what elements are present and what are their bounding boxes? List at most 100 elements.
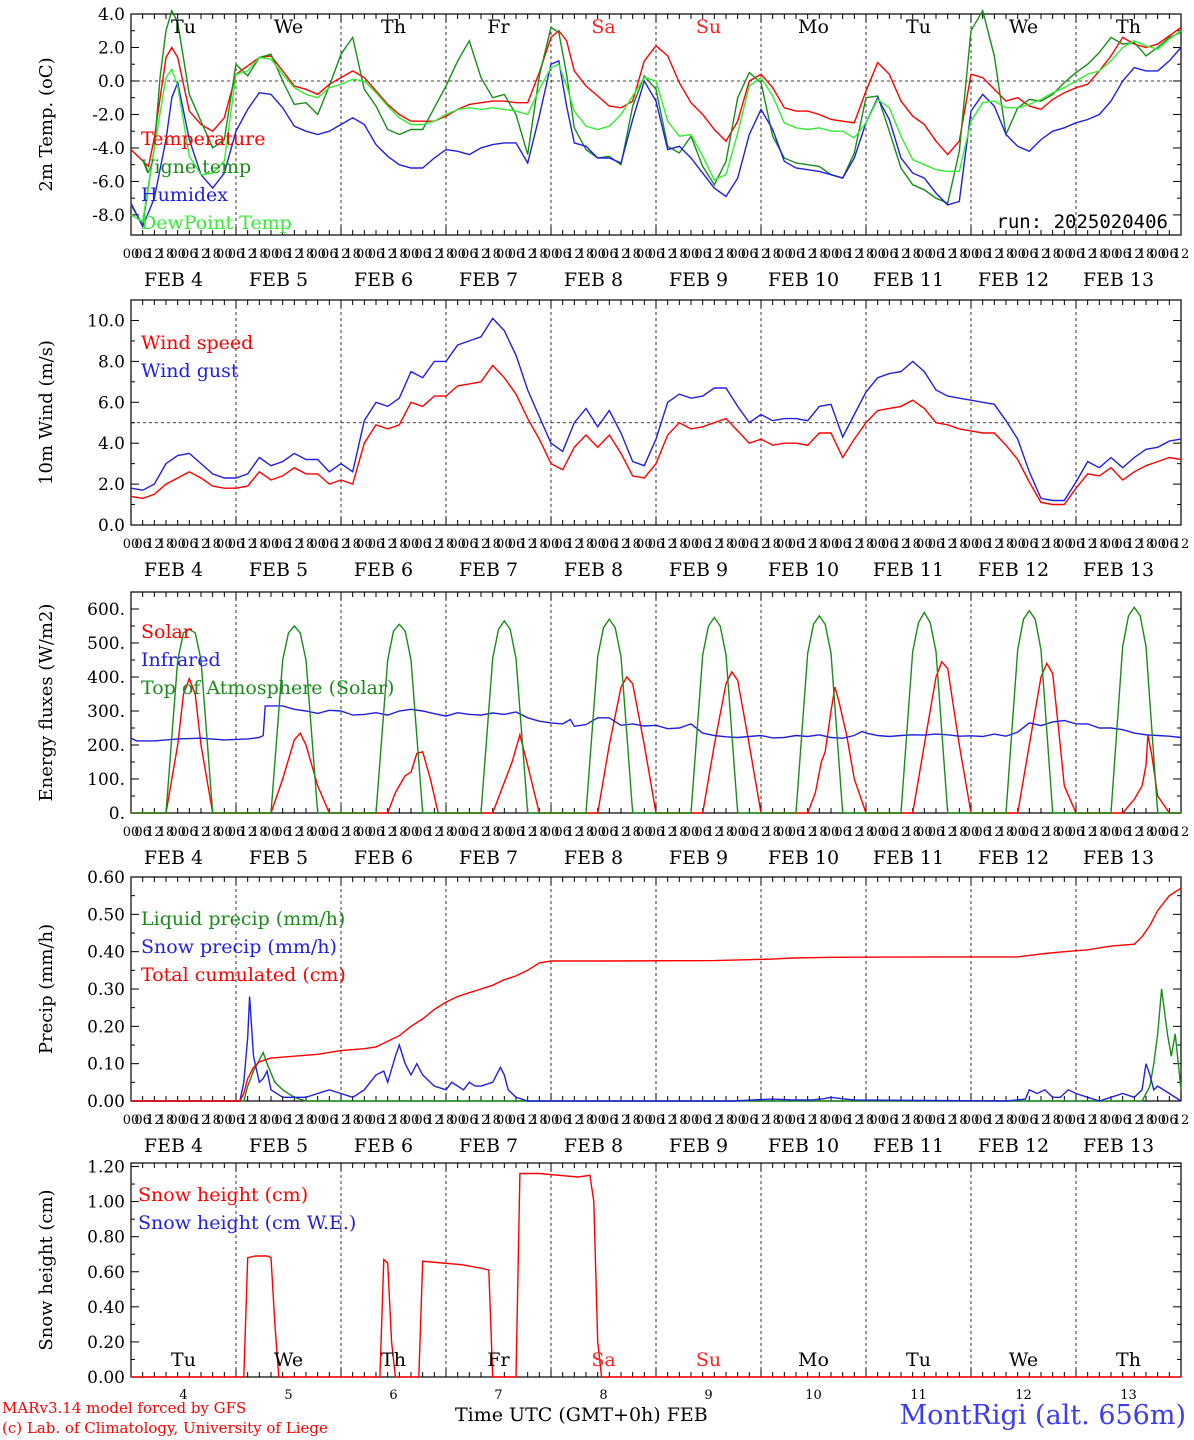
hour-tick-label: 12 bbox=[1173, 1113, 1190, 1128]
hour-tick-label: 00 bbox=[1103, 1113, 1120, 1128]
hour-tick-label: 00 bbox=[636, 537, 653, 552]
hour-tick-label: 06 bbox=[1161, 1113, 1178, 1128]
hour-tick-label: 06 bbox=[508, 537, 525, 552]
y-tick-label: 1.20 bbox=[87, 1158, 125, 1178]
hour-tick-label: 18 bbox=[344, 1113, 361, 1128]
hour-tick-label: 18 bbox=[671, 1113, 688, 1128]
hour-tick-label: 18 bbox=[1044, 825, 1061, 840]
hour-tick-label: 06 bbox=[974, 1113, 991, 1128]
hour-tick-label: 18 bbox=[764, 247, 781, 262]
hour-tick-label: 12 bbox=[379, 537, 396, 552]
panel-4: 0.60 0.50 0.40 0.30 0.20 0.10 0.00 Precip (mm/h… bbox=[36, 868, 1189, 1157]
hour-tick-label: 06 bbox=[928, 825, 945, 840]
hour-tick-label: 00 bbox=[216, 247, 233, 262]
day-of-week-label: Th bbox=[1116, 1349, 1141, 1371]
hour-tick-label: 06 bbox=[741, 1113, 758, 1128]
hour-tick-label: 06 bbox=[368, 825, 385, 840]
hour-tick-label: 06 bbox=[414, 247, 431, 262]
hour-tick-label: 12 bbox=[659, 825, 676, 840]
day-number-label: 12 bbox=[1015, 1388, 1032, 1403]
hour-tick-label: 06 bbox=[834, 537, 851, 552]
hour-tick-label: 12 bbox=[799, 537, 816, 552]
hour-tick-label: 18 bbox=[391, 1113, 408, 1128]
hour-tick-label: 06 bbox=[321, 537, 338, 552]
hour-tick-label: 00 bbox=[683, 1113, 700, 1128]
hour-tick-label: 12 bbox=[706, 825, 723, 840]
hour-tick-label: 06 bbox=[974, 247, 991, 262]
hour-tick-label: 06 bbox=[1114, 825, 1131, 840]
hour-tick-label: 18 bbox=[578, 247, 595, 262]
hour-tick-label: 06 bbox=[601, 537, 618, 552]
hour-tick-label: 00 bbox=[356, 1113, 373, 1128]
hour-tick-label: 00 bbox=[496, 247, 513, 262]
hour-tick-label: 18 bbox=[344, 247, 361, 262]
y-axis-label: Energy fluxes (W/m2) bbox=[36, 604, 57, 802]
hour-tick-label: 00 bbox=[636, 1113, 653, 1128]
hour-tick-label: 12 bbox=[753, 825, 770, 840]
date-label: FEB 12 bbox=[978, 847, 1049, 869]
hour-tick-label: 12 bbox=[146, 537, 163, 552]
y-tick-label: -2.0 bbox=[92, 105, 125, 125]
hour-tick-label: 00 bbox=[1149, 825, 1166, 840]
hour-tick-label: 12 bbox=[1033, 537, 1050, 552]
hour-tick-label: 00 bbox=[963, 537, 980, 552]
hour-tick-label: 00 bbox=[776, 537, 793, 552]
hour-tick-label: 00 bbox=[916, 1113, 933, 1128]
hour-tick-label: 06 bbox=[554, 537, 571, 552]
hour-tick-label: 00 bbox=[403, 825, 420, 840]
hour-tick-label: 06 bbox=[274, 1113, 291, 1128]
hour-tick-label: 06 bbox=[1021, 1113, 1038, 1128]
date-label: FEB 5 bbox=[249, 559, 308, 581]
hour-tick-label: 12 bbox=[239, 537, 256, 552]
hour-tick-label: 00 bbox=[263, 247, 280, 262]
hour-tick-label: 12 bbox=[846, 537, 863, 552]
hour-tick-label: 18 bbox=[531, 537, 548, 552]
hour-tick-label: 06 bbox=[601, 247, 618, 262]
hour-tick-label: 00 bbox=[216, 825, 233, 840]
y-tick-label: 0.40 bbox=[87, 943, 125, 963]
hour-tick-label: 18 bbox=[438, 1113, 455, 1128]
hour-tick-label: 00 bbox=[123, 1113, 140, 1128]
hour-tick-label: 12 bbox=[333, 1113, 350, 1128]
series-line-solar bbox=[131, 660, 1181, 814]
hour-tick-label: 12 bbox=[986, 1113, 1003, 1128]
hour-tick-label: 00 bbox=[1103, 825, 1120, 840]
hour-tick-label: 00 bbox=[1056, 825, 1073, 840]
hour-tick-label: 12 bbox=[239, 825, 256, 840]
hour-tick-label: 00 bbox=[123, 247, 140, 262]
date-label: FEB 9 bbox=[669, 1135, 728, 1157]
date-label: FEB 8 bbox=[564, 269, 623, 291]
hour-tick-label: 12 bbox=[519, 825, 536, 840]
hour-tick-label: 12 bbox=[519, 1113, 536, 1128]
hour-tick-label: 06 bbox=[554, 1113, 571, 1128]
hour-tick-label: 00 bbox=[403, 537, 420, 552]
hour-tick-label: 18 bbox=[951, 247, 968, 262]
hour-tick-label: 06 bbox=[928, 247, 945, 262]
date-label: FEB 11 bbox=[873, 559, 944, 581]
hour-tick-label: 06 bbox=[1114, 537, 1131, 552]
hour-tick-label: 06 bbox=[181, 1113, 198, 1128]
hour-tick-label: 18 bbox=[951, 1113, 968, 1128]
hour-tick-label: 00 bbox=[916, 247, 933, 262]
hour-tick-label: 18 bbox=[951, 537, 968, 552]
hour-tick-label: 12 bbox=[1079, 247, 1096, 262]
hour-tick-label: 00 bbox=[589, 247, 606, 262]
y-tick-label: 0.0 bbox=[98, 72, 125, 92]
hour-tick-label: 00 bbox=[683, 247, 700, 262]
hour-tick-label: 18 bbox=[811, 537, 828, 552]
hour-tick-label: 00 bbox=[869, 825, 886, 840]
hour-tick-label: 12 bbox=[613, 537, 630, 552]
series-line-top-of-atmosphere-solar- bbox=[131, 606, 1181, 814]
hour-tick-label: 12 bbox=[986, 825, 1003, 840]
hour-tick-label: 12 bbox=[379, 247, 396, 262]
day-number-label: 7 bbox=[494, 1388, 502, 1403]
date-label: FEB 9 bbox=[669, 269, 728, 291]
day-of-week-label: Th bbox=[381, 16, 406, 38]
hour-tick-label: 00 bbox=[1056, 1113, 1073, 1128]
date-label: FEB 4 bbox=[144, 1135, 203, 1157]
hour-tick-label: 00 bbox=[823, 247, 840, 262]
hour-tick-label: 18 bbox=[764, 825, 781, 840]
hour-tick-label: 06 bbox=[648, 825, 665, 840]
legend-entry: DewPoint Temp bbox=[141, 212, 292, 234]
hour-tick-label: 18 bbox=[438, 537, 455, 552]
